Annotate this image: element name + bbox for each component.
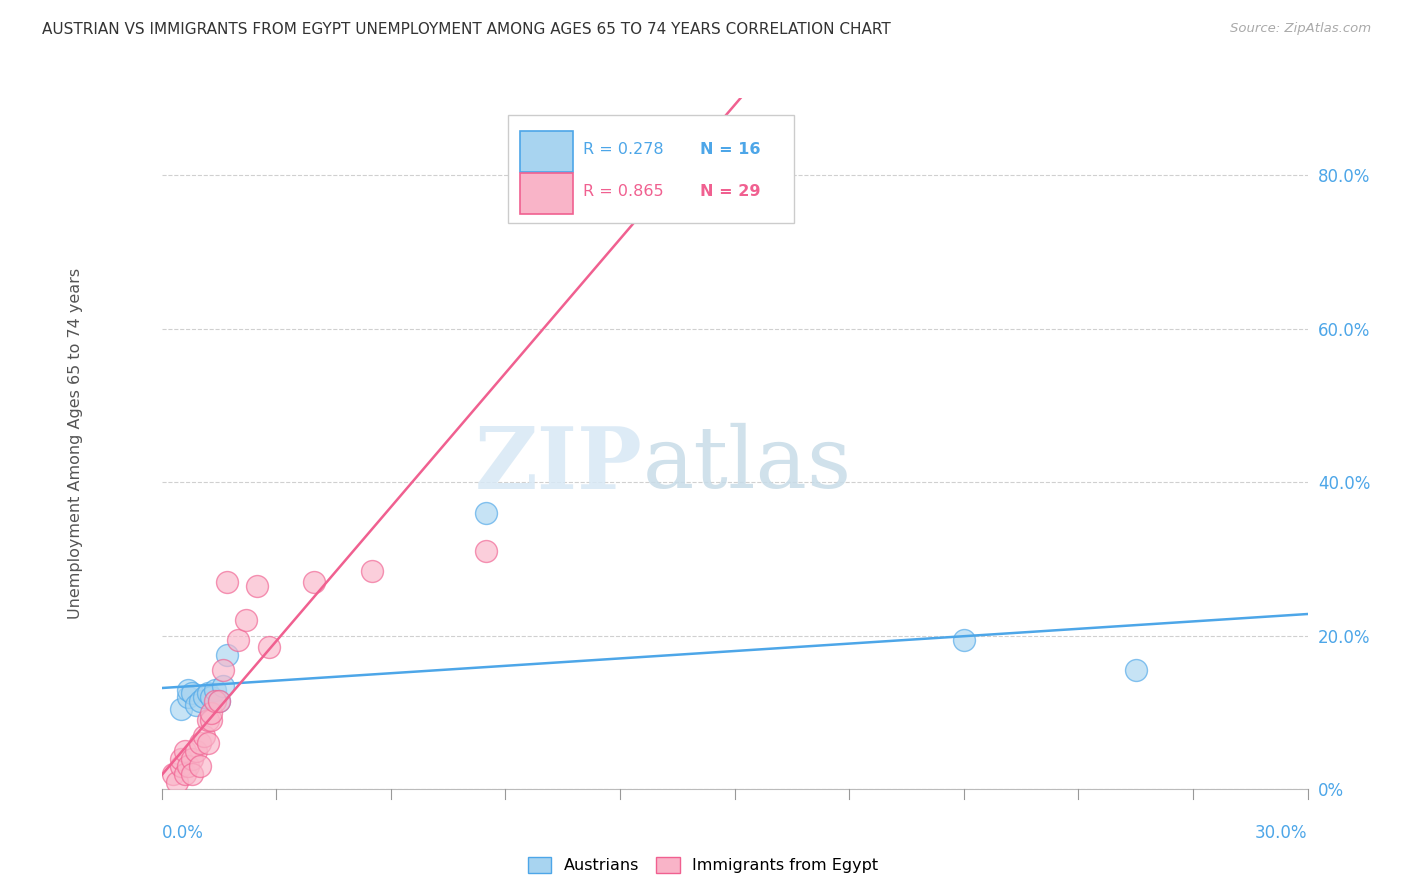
Point <box>181 767 204 781</box>
Point <box>211 679 233 693</box>
Point <box>200 706 222 720</box>
Point <box>177 690 200 705</box>
Point <box>204 682 226 697</box>
Point <box>1125 664 1147 678</box>
Point <box>197 736 219 750</box>
Point <box>211 664 233 678</box>
Point <box>204 694 226 708</box>
Point <box>360 564 382 578</box>
Point <box>475 544 498 558</box>
Legend: Austrians, Immigrants from Egypt: Austrians, Immigrants from Egypt <box>522 850 884 880</box>
Point <box>166 774 188 789</box>
Point <box>188 736 211 750</box>
Point <box>304 575 326 590</box>
Point <box>177 759 200 773</box>
Point <box>215 648 238 662</box>
Text: Unemployment Among Ages 65 to 74 years: Unemployment Among Ages 65 to 74 years <box>69 268 83 619</box>
Point <box>208 694 231 708</box>
Text: atlas: atlas <box>643 423 852 506</box>
Point <box>188 694 211 708</box>
Point <box>193 690 215 705</box>
Text: R = 0.278: R = 0.278 <box>583 143 664 158</box>
Text: N = 16: N = 16 <box>700 143 761 158</box>
Text: AUSTRIAN VS IMMIGRANTS FROM EGYPT UNEMPLOYMENT AMONG AGES 65 TO 74 YEARS CORRELA: AUSTRIAN VS IMMIGRANTS FROM EGYPT UNEMPL… <box>42 22 891 37</box>
Point <box>170 759 193 773</box>
Point <box>200 714 222 728</box>
Point <box>208 694 231 708</box>
Point <box>181 686 204 700</box>
Point <box>226 632 249 647</box>
Text: Source: ZipAtlas.com: Source: ZipAtlas.com <box>1230 22 1371 36</box>
Point <box>193 729 215 743</box>
Text: 0.0%: 0.0% <box>162 824 204 842</box>
Text: ZIP: ZIP <box>475 423 643 507</box>
Point <box>188 759 211 773</box>
Point <box>181 752 204 766</box>
Text: N = 29: N = 29 <box>700 184 761 199</box>
Text: R = 0.865: R = 0.865 <box>583 184 664 199</box>
Point <box>953 632 976 647</box>
Point <box>173 744 195 758</box>
Point <box>246 579 269 593</box>
Point <box>184 744 207 758</box>
Point <box>235 614 257 628</box>
Text: 30.0%: 30.0% <box>1256 824 1308 842</box>
FancyBboxPatch shape <box>508 115 794 223</box>
Point <box>257 640 280 655</box>
Point <box>197 714 219 728</box>
FancyBboxPatch shape <box>520 131 574 172</box>
FancyBboxPatch shape <box>520 173 574 213</box>
Point <box>173 767 195 781</box>
Point <box>197 686 219 700</box>
Point <box>162 767 184 781</box>
Point <box>177 682 200 697</box>
Point <box>475 506 498 520</box>
Point <box>184 698 207 712</box>
Point <box>589 168 612 182</box>
Point <box>215 575 238 590</box>
Point <box>170 752 193 766</box>
Point <box>200 690 222 705</box>
Point <box>170 702 193 716</box>
